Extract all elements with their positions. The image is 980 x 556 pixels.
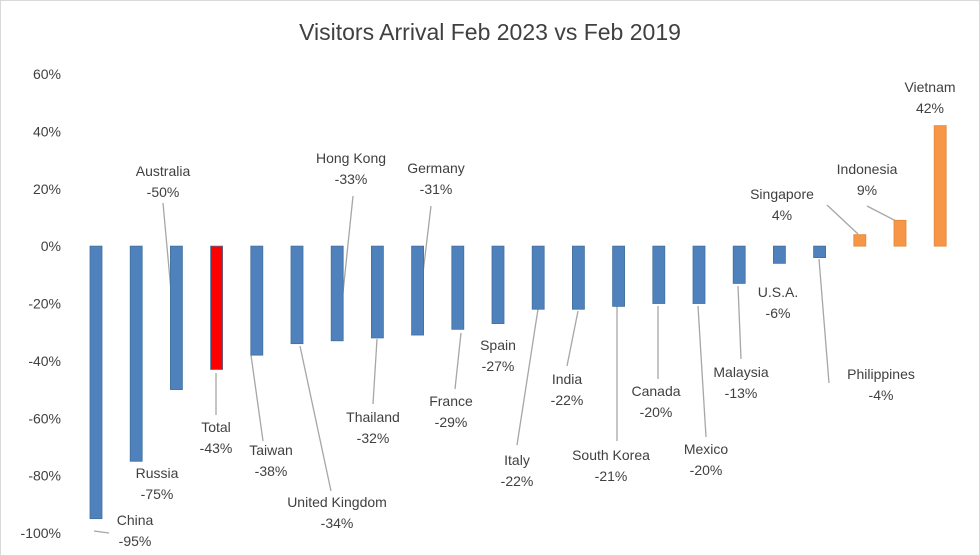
category-label: Thailand: [346, 409, 400, 425]
category-label: China: [117, 512, 154, 528]
y-tick-label: -100%: [21, 525, 61, 541]
leader-line: [299, 345, 332, 492]
leader-line: [454, 332, 462, 390]
bar-germany: [411, 245, 425, 336]
category-label: France: [429, 393, 473, 409]
category-label: Russia: [136, 465, 179, 481]
bar-australia: [169, 245, 183, 390]
value-label: -20%: [640, 404, 673, 420]
category-label: Spain: [480, 337, 516, 353]
y-tick-label: 60%: [33, 66, 61, 82]
value-label: -34%: [321, 515, 354, 531]
value-label: -29%: [435, 414, 468, 430]
value-label: -13%: [725, 385, 758, 401]
category-label: Singapore: [750, 186, 814, 202]
bar-vietnam: [933, 125, 947, 247]
category-label: U.S.A.: [758, 284, 798, 300]
y-tick-label: 20%: [33, 181, 61, 197]
bar-india: [572, 245, 585, 310]
category-label: India: [552, 371, 583, 387]
bar-total: [210, 245, 224, 370]
category-label: Indonesia: [837, 161, 898, 177]
category-label: Mexico: [684, 441, 729, 457]
bar-thailand: [370, 245, 384, 339]
bar-singapore: [853, 234, 867, 247]
bar-spain: [491, 245, 505, 324]
y-tick-label: -80%: [28, 468, 61, 484]
bar-taiwan: [250, 245, 264, 356]
value-label: -38%: [255, 463, 288, 479]
category-label: Vietnam: [904, 79, 955, 95]
category-label: Canada: [631, 383, 680, 399]
category-label: Total: [201, 419, 231, 435]
category-label: Hong Kong: [316, 150, 386, 166]
bar-russia: [129, 245, 143, 462]
leader-line: [516, 308, 539, 446]
leader-line: [818, 258, 830, 384]
value-label: -27%: [482, 358, 515, 374]
bar-south-korea: [612, 245, 625, 307]
chart-title: Visitors Arrival Feb 2023 vs Feb 2019: [299, 19, 681, 45]
bar-malaysia: [732, 245, 746, 284]
leader-line: [826, 204, 859, 235]
category-label: Philippines: [847, 366, 915, 382]
value-label: -50%: [147, 184, 180, 200]
value-label: -22%: [501, 473, 534, 489]
bar-france: [451, 245, 465, 330]
y-tick-label: 0%: [41, 238, 61, 254]
value-label: -6%: [766, 305, 791, 321]
y-tick-label: -40%: [28, 353, 61, 369]
bar-philippines: [813, 245, 826, 259]
leader-line: [737, 285, 742, 360]
value-label: -43%: [200, 440, 233, 456]
leader-line: [372, 338, 378, 405]
value-label: -32%: [357, 430, 390, 446]
bar-united-kingdom: [290, 245, 304, 345]
leader-line: [250, 354, 264, 442]
value-label: -20%: [690, 462, 723, 478]
bar-china: [89, 245, 103, 520]
category-label: Taiwan: [249, 442, 293, 458]
value-label: -21%: [595, 468, 628, 484]
category-label: South Korea: [572, 447, 650, 463]
bar-mexico: [692, 245, 706, 304]
value-label: -33%: [335, 171, 368, 187]
leader-line: [566, 310, 579, 367]
bar-indonesia: [893, 219, 907, 247]
bar-u-s-a: [773, 245, 786, 264]
value-label: -75%: [141, 486, 174, 502]
leader-line: [93, 530, 110, 534]
y-tick-label: 40%: [33, 123, 61, 139]
value-label: 42%: [916, 100, 944, 116]
value-label: 9%: [857, 182, 877, 198]
category-label: Germany: [407, 160, 465, 176]
category-label: United Kingdom: [287, 494, 387, 510]
value-label: 4%: [772, 207, 792, 223]
category-label: Australia: [136, 163, 191, 179]
leader-line: [866, 205, 899, 223]
y-tick-label: -20%: [28, 296, 61, 312]
value-label: -4%: [869, 387, 894, 403]
leader-line: [697, 305, 707, 438]
bar-hong-kong: [330, 245, 344, 342]
value-label: -95%: [119, 533, 152, 549]
category-label: Italy: [504, 452, 530, 468]
category-label: Malaysia: [713, 364, 768, 380]
bar-canada: [652, 245, 666, 304]
bar-italy: [531, 245, 545, 310]
y-tick-label: -60%: [28, 410, 61, 426]
value-label: -22%: [551, 392, 584, 408]
value-label: -31%: [420, 181, 453, 197]
